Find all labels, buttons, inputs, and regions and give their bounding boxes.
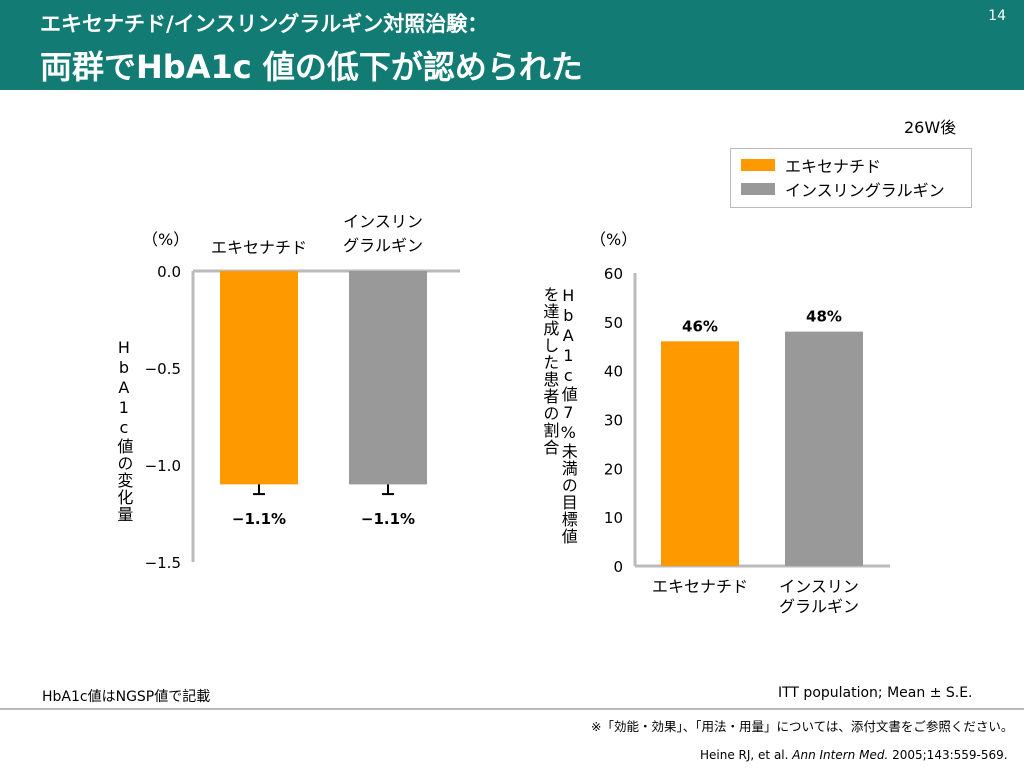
right-y-tick-label: 20	[604, 460, 623, 478]
right-unit-label: （%）	[590, 230, 638, 249]
left-bar	[220, 271, 298, 485]
left-y-tick-label: −1.5	[145, 554, 181, 572]
page-number: 14	[988, 8, 1006, 24]
right-y-tick-label: 0	[613, 558, 623, 576]
right-data-label: 46%	[682, 317, 718, 335]
legend-item-exenatide: エキセナチド	[741, 155, 882, 176]
timepoint-label: 26W後	[904, 118, 957, 137]
citation-details: 2005;143:559-569.	[888, 748, 1008, 762]
left-y-tick-label: 0.0	[157, 263, 181, 281]
right-data-label: 48%	[806, 308, 842, 326]
right-y-axis-label: HbA1c値7%未満の目標値を達成した患者の割合	[540, 286, 578, 545]
left-y-axis-label: HbA1c値の変化量	[114, 338, 134, 523]
left-bar-chart: 0.0 −0.5 −1.0 −1.5 −1.1% −1.1% エキセナチド インスリングラルギ…	[145, 212, 460, 572]
footer-divider	[0, 708, 1024, 710]
legend-label-glargine: インスリングラルギン	[785, 181, 945, 200]
left-category-label: エキセナチド	[211, 238, 307, 257]
title-banner: エキセナチド/インスリングラルギン対照治験： 両群でHbA1c 値の低下が認めら…	[0, 0, 1024, 90]
legend: エキセナチド インスリングラルギン	[730, 148, 972, 208]
right-category-label-line-1: インスリン	[779, 577, 859, 596]
legend-item-glargine: インスリングラルギン	[741, 179, 945, 200]
ngsp-note: HbA1c値はNGSP値で記載	[42, 689, 211, 705]
left-y-tick-label: −1.0	[145, 457, 181, 475]
label-notice: ※「効能・効果」、「用法・用量」については、添付文書をご参照ください。	[591, 719, 1014, 734]
citation-authors: Heine RJ, et al.	[700, 748, 793, 762]
legend-label-exenatide: エキセナチド	[785, 157, 882, 176]
left-y-tick-label: −0.5	[145, 360, 181, 378]
slide-subtitle: エキセナチド/インスリングラルギン対照治験：	[40, 12, 489, 36]
right-bar	[661, 341, 739, 566]
left-data-label: −1.1%	[232, 510, 286, 528]
population-note: ITT population; Mean ± S.E.	[778, 685, 973, 701]
left-category-label-line-2: グラルギン	[343, 236, 423, 255]
right-y-tick-label: 10	[604, 509, 623, 527]
right-y-tick-label: 30	[604, 412, 623, 430]
left-data-label: −1.1%	[361, 510, 415, 528]
left-bar	[349, 271, 427, 485]
left-category-label-line-1: インスリン	[343, 212, 423, 231]
slide-title: 両群でHbA1c 値の低下が認められた	[40, 48, 583, 86]
right-y-tick-label: 60	[604, 265, 623, 283]
right-bar-chart: 0 10 20 30 40 50 60 46% 48% エキセナチド インスリングラルギン	[604, 265, 890, 616]
legend-swatch-glargine	[741, 183, 775, 195]
legend-swatch-exenatide	[741, 159, 775, 171]
right-category-label-line-2: グラルギン	[779, 597, 859, 616]
citation: Heine RJ, et al. Ann Intern Med. 2005;14…	[700, 748, 1008, 762]
citation-journal: Ann Intern Med.	[792, 748, 889, 762]
right-y-tick-label: 50	[604, 314, 623, 332]
right-y-tick-label: 40	[604, 363, 623, 381]
right-category-label: エキセナチド	[652, 577, 748, 596]
left-unit-label: （%）	[142, 230, 190, 249]
right-bar	[785, 331, 863, 566]
